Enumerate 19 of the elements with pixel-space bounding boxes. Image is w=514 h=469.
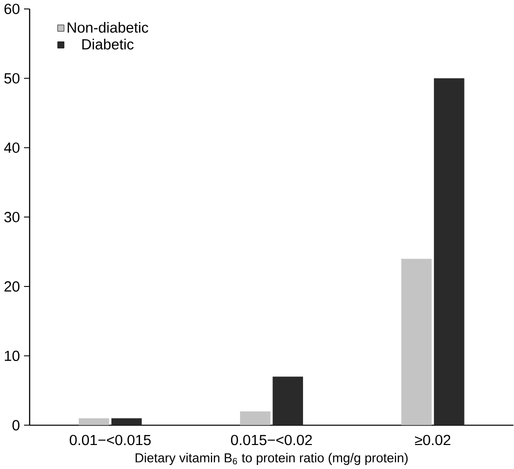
- y-tick-label: 30: [4, 212, 20, 222]
- x-tick-label: 0.015−<0.02: [231, 434, 312, 446]
- bar: [240, 411, 270, 426]
- y-tick-label: 40: [4, 142, 20, 154]
- bar: [111, 418, 142, 426]
- x-tick-label: 0.01−<0.015: [70, 434, 151, 446]
- x-axis-title: Dietary vitamin B$_{6}$ to protein ratio (mg/g protein): [136, 453, 408, 466]
- y-tick-label: 0: [12, 420, 20, 431]
- legend-label: Diabetic: [82, 38, 134, 50]
- bar: [434, 78, 464, 426]
- bar: [401, 258, 432, 426]
- y-tick-label: 60: [4, 4, 20, 14]
- y-tick-label: 20: [4, 281, 20, 292]
- bar: [272, 376, 304, 426]
- y-tick-label: 50: [4, 73, 20, 84]
- y-tick-label: 10: [4, 350, 20, 362]
- bar: [78, 418, 110, 426]
- legend-label: Non-diabetic: [68, 22, 148, 33]
- x-tick-label: ≥0.02: [415, 434, 450, 446]
